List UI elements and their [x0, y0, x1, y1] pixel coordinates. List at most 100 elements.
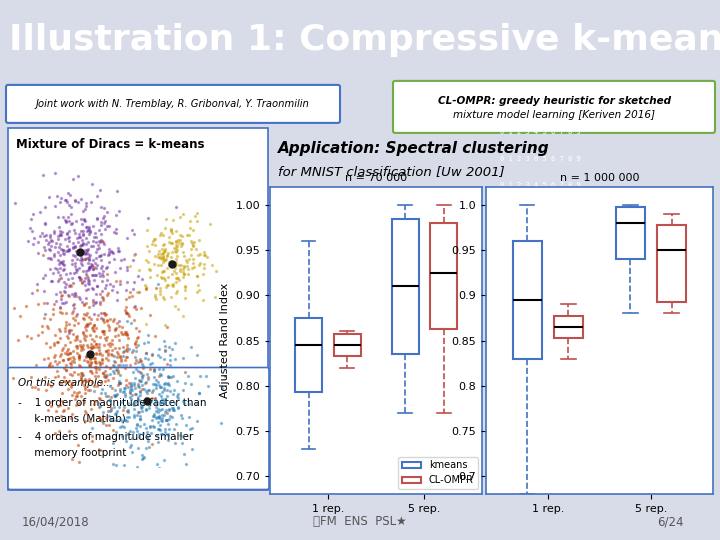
Point [104, 247, 115, 256]
Point [84, 349, 96, 358]
Point [140, 387, 151, 395]
Point [86, 314, 97, 323]
Point [63, 354, 74, 363]
Point [95, 220, 107, 229]
Point [157, 248, 168, 257]
Point [78, 310, 89, 319]
Point [150, 376, 162, 384]
Point [63, 244, 74, 253]
Point [119, 392, 130, 400]
Point [166, 228, 178, 237]
Point [81, 223, 93, 232]
Point [194, 388, 205, 397]
Point [79, 384, 91, 393]
Point [170, 237, 181, 245]
Point [78, 215, 89, 224]
Point [105, 349, 117, 358]
PathPatch shape [554, 316, 583, 338]
Point [89, 299, 101, 307]
Point [26, 226, 37, 235]
Point [53, 357, 64, 366]
Point [14, 312, 26, 321]
Point [99, 376, 111, 385]
Point [39, 219, 50, 227]
Point [90, 271, 102, 280]
Point [107, 286, 118, 295]
Point [158, 410, 170, 419]
Point [76, 241, 88, 249]
Point [22, 332, 33, 340]
Point [136, 275, 148, 284]
Point [45, 241, 56, 250]
Point [104, 396, 116, 404]
Point [140, 406, 151, 415]
Text: 0 1 2 3 0 5 6 7 8 9: 0 1 2 3 0 5 6 7 8 9 [500, 156, 580, 161]
Point [171, 255, 182, 264]
Point [30, 360, 41, 369]
Point [117, 322, 128, 331]
Point [124, 427, 135, 436]
Point [112, 361, 123, 369]
Text: k-means (Matlab): k-means (Matlab) [18, 414, 126, 423]
Point [178, 269, 189, 278]
Point [148, 365, 160, 374]
Point [125, 395, 136, 403]
Point [24, 223, 36, 232]
Point [102, 349, 114, 357]
Point [75, 241, 86, 249]
Point [69, 195, 81, 204]
Point [204, 220, 215, 228]
Point [176, 238, 188, 247]
Point [84, 355, 96, 363]
Point [44, 360, 55, 369]
Point [9, 304, 20, 313]
Point [207, 260, 218, 269]
Point [64, 354, 76, 362]
Point [125, 440, 137, 449]
Point [106, 406, 117, 415]
Point [171, 391, 183, 400]
Point [157, 245, 168, 254]
Point [45, 277, 57, 286]
Point [96, 293, 107, 301]
Point [141, 388, 153, 397]
Point [180, 421, 192, 430]
Point [55, 231, 66, 240]
Point [120, 415, 131, 424]
Point [103, 245, 114, 253]
Point [179, 269, 190, 278]
Point [158, 275, 170, 284]
Point [155, 231, 166, 239]
Point [76, 298, 88, 306]
Point [95, 236, 107, 245]
Point [177, 385, 189, 394]
Point [64, 191, 76, 199]
Point [194, 285, 205, 294]
Point [68, 303, 80, 312]
Point [99, 212, 110, 220]
Point [158, 383, 170, 392]
Point [109, 332, 120, 340]
Point [65, 369, 76, 378]
Point [62, 247, 73, 255]
Point [60, 270, 72, 279]
Point [157, 253, 168, 262]
Point [93, 237, 104, 245]
Point [171, 246, 183, 255]
Point [161, 322, 172, 331]
Point [157, 430, 168, 438]
Point [48, 226, 60, 235]
Point [79, 407, 91, 415]
Point [187, 226, 199, 234]
Point [138, 364, 149, 373]
Point [169, 264, 181, 272]
Point [119, 328, 130, 336]
Point [94, 298, 106, 306]
Point [113, 379, 125, 387]
Point [60, 195, 71, 204]
Point [69, 290, 81, 299]
Point [100, 354, 112, 363]
Point [82, 320, 94, 328]
Point [110, 366, 122, 375]
Point [107, 340, 118, 348]
